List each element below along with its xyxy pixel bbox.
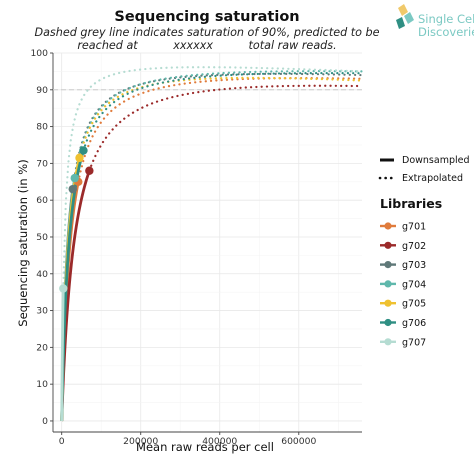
- x-tick-label: 600000: [281, 436, 316, 447]
- y-axis-label: Sequencing saturation (in %): [16, 159, 30, 326]
- y-tick-label: 30: [36, 306, 48, 317]
- line-type-legend: Downsampled Extrapolated: [378, 155, 470, 184]
- legend-g706-label: g706: [402, 318, 426, 329]
- legend-title: Libraries: [380, 196, 442, 211]
- y-tick-label: 0: [42, 416, 48, 427]
- series-g703-extrapolated-line: [71, 72, 364, 191]
- series-g702-endpoint: [85, 166, 94, 175]
- series-g707-endpoint: [59, 284, 68, 293]
- libraries-legend: g701 g702 g703 g704 g705 g706 g707: [380, 222, 426, 348]
- legend-g703-label: g703: [402, 260, 426, 271]
- legend-g702-dot: [384, 241, 392, 249]
- x-axis-label: Mean raw reads per cell: [136, 440, 274, 454]
- y-tick-label: 50: [36, 232, 48, 243]
- chart-subtitle-line-1: Dashed grey line indicates saturation of…: [34, 26, 379, 39]
- legend-g701-dot: [384, 222, 392, 230]
- legend-g706-dot: [384, 318, 392, 327]
- series-g706-extrapolated-line: [82, 71, 364, 152]
- x-tick-label: 400000: [202, 436, 237, 447]
- legend-g705-dot: [384, 299, 392, 307]
- logo-mark-icon: [404, 12, 414, 24]
- chart-title: Sequencing saturation: [114, 9, 299, 25]
- series-g702-extrapolated-line: [88, 84, 364, 172]
- plot-panel: [53, 53, 362, 432]
- legend-downsampled-label: Downsampled: [402, 155, 470, 166]
- y-tick-label: 40: [36, 269, 48, 280]
- logo-mark-icon: [398, 4, 408, 16]
- y-tick-label: 10: [36, 379, 48, 390]
- legend-g704-label: g704: [402, 279, 426, 290]
- x-tick-label: 0: [59, 436, 65, 447]
- y-tick-label: 100: [30, 48, 48, 59]
- legend-g707-dot: [384, 338, 392, 346]
- logo-line-1: Single Cell: [418, 12, 474, 26]
- legend-extrapolated-label: Extrapolated: [402, 173, 463, 184]
- plot-area: 0 200000 400000 600000 0 10 20 30 40 50 60 70 80 90 10…: [30, 48, 364, 447]
- series-g707-extrapolated-line: [62, 66, 364, 290]
- y-tick-label: 20: [36, 342, 48, 353]
- chart-subtitle-line-2: reached at xxxxxx total raw reads.: [77, 39, 336, 52]
- logo-mark-icon: [396, 17, 405, 29]
- legend-g702-label: g702: [402, 241, 426, 252]
- series-g706-endpoint: [79, 146, 88, 155]
- y-tick-label: 80: [36, 122, 48, 133]
- legend-g703-dot: [384, 261, 392, 269]
- legend-g701-label: g701: [402, 222, 426, 233]
- y-tick-label: 90: [36, 85, 48, 96]
- series-g703-endpoint: [68, 184, 77, 194]
- series-g704-endpoint: [70, 173, 79, 183]
- x-tick-label: 200000: [123, 436, 158, 447]
- legend-g705-label: g705: [402, 299, 426, 310]
- series-g705-extrapolated-line: [78, 76, 364, 159]
- logo: Single Cell Discoveries: [396, 4, 474, 39]
- legend-g707-label: g707: [402, 337, 426, 348]
- logo-line-2: Discoveries: [418, 25, 474, 39]
- series-g707-downsampled-line: [60, 288, 65, 423]
- series-g705-endpoint: [75, 153, 84, 163]
- y-tick-label: 70: [36, 158, 48, 169]
- y-tick-label: 60: [36, 195, 48, 206]
- legend-g704-dot: [384, 280, 392, 288]
- series-group: [59, 66, 364, 423]
- series-g704-extrapolated-line: [73, 70, 364, 180]
